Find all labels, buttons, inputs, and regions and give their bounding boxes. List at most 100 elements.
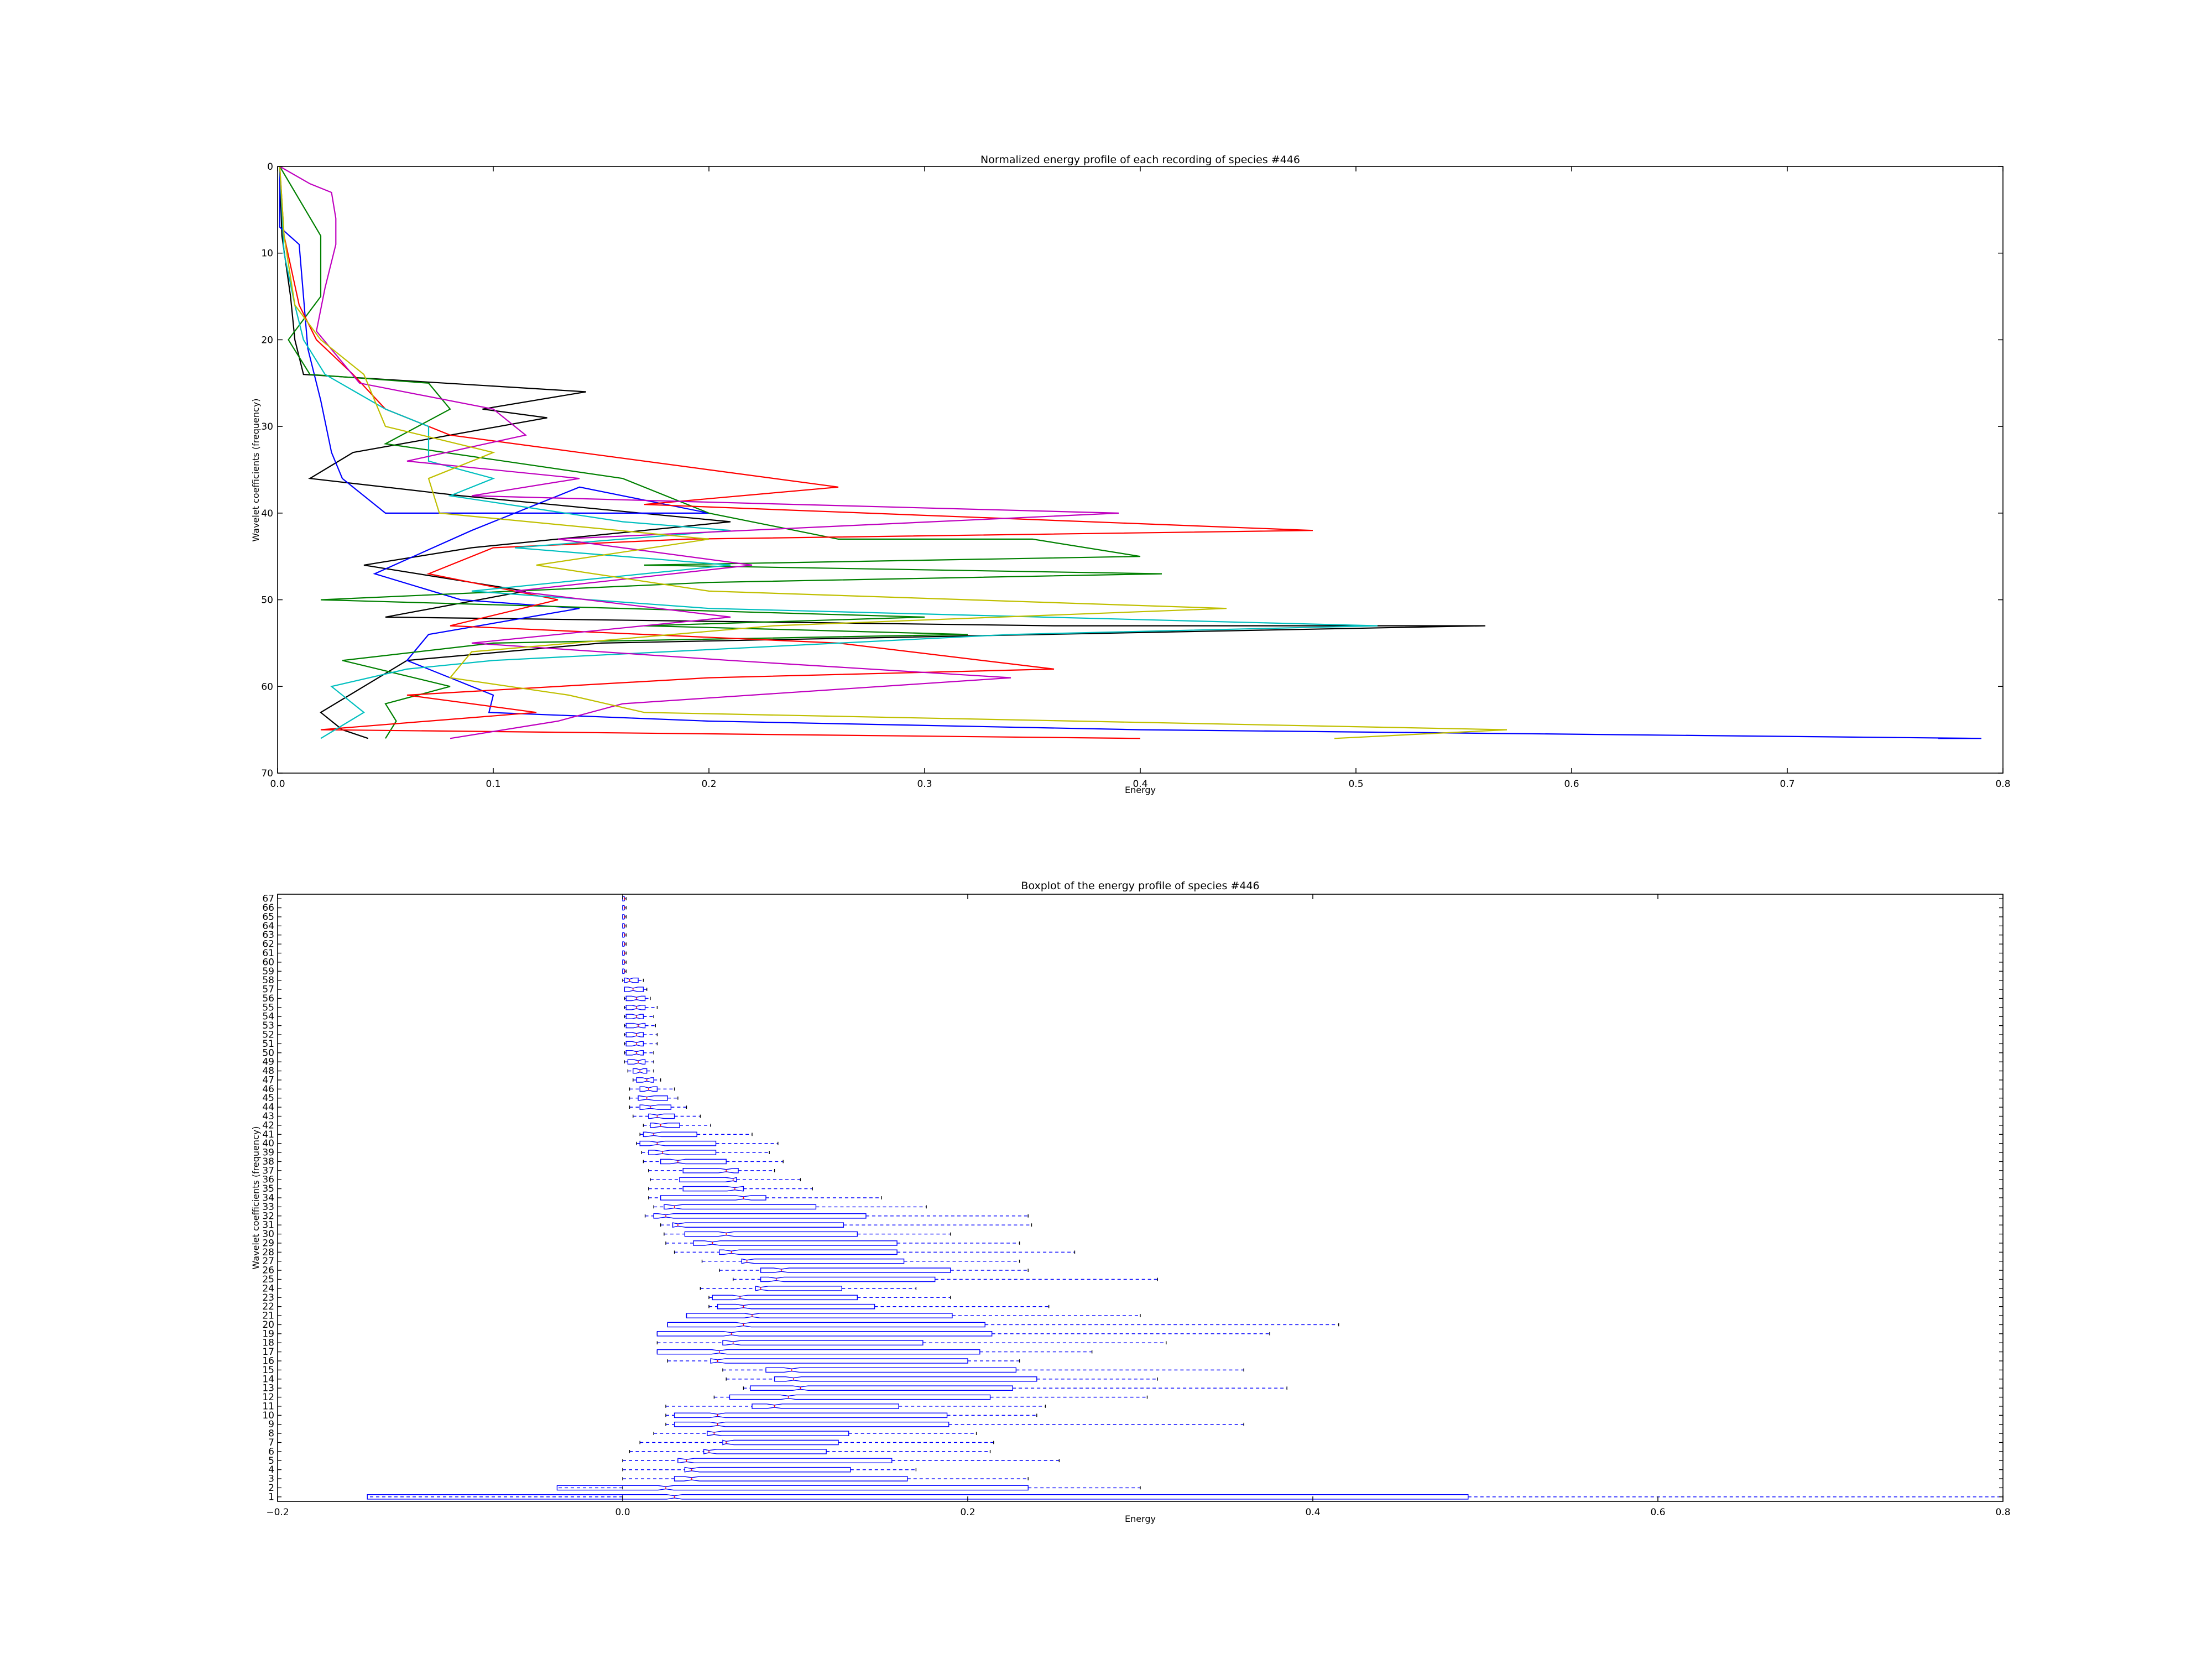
box-body [760, 1276, 936, 1282]
box-4 [622, 1467, 917, 1473]
box-55 [624, 1005, 658, 1010]
chart2-ticks: −0.2 0.0 0.2 0.4 0.6 0.8123456789101112131415… [262, 894, 2010, 1518]
chart2-ytick-label: 61 [262, 948, 274, 959]
box-body [677, 1458, 893, 1464]
box-body [684, 1467, 851, 1473]
chart2-ytick-label: 64 [262, 921, 274, 932]
box-body [765, 1367, 1017, 1373]
chart2-ytick-label: 32 [262, 1211, 274, 1222]
chart2-ytick-label: 47 [262, 1074, 274, 1086]
box-24 [700, 1285, 917, 1291]
box-51 [624, 1041, 658, 1047]
chart1-ytick-label: 10 [261, 248, 273, 259]
chart1-xtick-label: 0.2 [701, 779, 716, 790]
box-body [639, 1086, 658, 1092]
box-body [627, 1059, 646, 1065]
box-body [722, 1439, 839, 1446]
box-22 [708, 1303, 1050, 1310]
box-body [774, 1376, 1037, 1382]
box-body [693, 1240, 898, 1246]
chart2-ytick-label: 11 [262, 1401, 274, 1412]
box-body [752, 1404, 899, 1409]
chart2-ytick-label: 30 [262, 1229, 274, 1240]
box-body [622, 932, 625, 938]
box-27 [701, 1258, 1020, 1264]
chart1-series-line [279, 166, 1507, 739]
box-body [625, 1050, 644, 1056]
box-body [674, 1412, 948, 1418]
box-37 [648, 1168, 775, 1173]
box-body [660, 1159, 727, 1165]
box-49 [624, 1059, 654, 1065]
box-9 [665, 1421, 1244, 1427]
chart2-ytick-label: 5 [268, 1455, 274, 1467]
box-39 [641, 1150, 770, 1155]
chart2-ytick-label: 66 [262, 902, 274, 914]
chart2-xlabel: Energy [1125, 1514, 1156, 1524]
box-body [674, 1476, 908, 1481]
chart2-ytick-label: 62 [262, 939, 274, 950]
chart2-boxes-group [367, 896, 2004, 1500]
chart2-ytick-label: 55 [262, 1002, 274, 1013]
box-body [624, 977, 639, 983]
chart1-series-line [279, 166, 1119, 739]
box-body [712, 1295, 858, 1301]
chart2-xtick-label: 0.4 [1305, 1507, 1320, 1518]
chart2-ytick-label: 23 [262, 1292, 274, 1303]
chart2-ytick-label: 48 [262, 1066, 274, 1077]
box-19 [656, 1331, 1270, 1337]
chart1-series-line [279, 166, 1486, 739]
chart2-ytick-label: 16 [262, 1355, 274, 1366]
chart2-ytick-label: 41 [262, 1129, 274, 1140]
chart2-ytick-label: 26 [262, 1265, 274, 1276]
box-45 [629, 1095, 679, 1101]
chart1-xlabel: Energy [1125, 785, 1156, 795]
chart1-frame [277, 166, 2004, 774]
chart2-ytick-label: 65 [262, 911, 274, 922]
box-60 [622, 959, 627, 965]
chart1-ytick-label: 50 [261, 595, 273, 606]
box-36 [650, 1177, 801, 1183]
box-67 [622, 896, 627, 901]
chart1-ticks: 0.0 0.1 0.2 0.3 0.4 0.5 0.6 0.7 0.8 0 10 20 30 40 50 60… [261, 161, 2010, 790]
chart2-ytick-label: 28 [262, 1247, 274, 1258]
chart2-ytick-label: 14 [262, 1374, 274, 1385]
chart1-xtick-label: 0.7 [1780, 779, 1794, 790]
box-6 [629, 1448, 991, 1454]
box-10 [665, 1412, 1037, 1418]
box-20 [667, 1322, 1339, 1328]
chart2-ytick-label: 57 [262, 984, 274, 995]
chart2-ytick-label: 52 [262, 1030, 274, 1041]
box-body [674, 1421, 950, 1427]
box-body [750, 1385, 1013, 1391]
box-7 [639, 1439, 994, 1446]
box-52 [624, 1032, 658, 1037]
chart2-ytick-label: 33 [262, 1202, 274, 1213]
box-30 [664, 1231, 951, 1237]
chart2-ytick-label: 58 [262, 975, 274, 986]
chart2-ytick-label: 38 [262, 1156, 274, 1167]
chart2-ytick-label: 6 [268, 1446, 274, 1457]
chart2-ytick-label: 25 [262, 1274, 274, 1285]
box-body [686, 1313, 953, 1318]
chart2-ytick-label: 27 [262, 1256, 274, 1267]
chart2-ytick-label: 24 [262, 1283, 274, 1294]
chart2-ytick-label: 19 [262, 1328, 274, 1339]
box-body [672, 1222, 844, 1228]
chart2-ytick-label: 53 [262, 1020, 274, 1031]
box-body [656, 1349, 980, 1355]
box-50 [624, 1050, 654, 1056]
chart2-ytick-label: 59 [262, 966, 274, 977]
box-53 [624, 1022, 656, 1029]
chart2-ytick-label: 56 [262, 993, 274, 1004]
boxplot-chart: Boxplot of the energy profile of species… [251, 880, 2011, 1524]
chart1-ylabel: Wavelet coefficients (frequency) [251, 398, 261, 541]
box-64 [622, 923, 627, 929]
box-body [679, 1177, 737, 1183]
box-body [639, 1104, 672, 1110]
chart2-ytick-label: 20 [262, 1319, 274, 1331]
chart2-title: Boxplot of the energy profile of species… [1021, 880, 1259, 892]
box-body [643, 1131, 697, 1138]
chart2-ytick-label: 36 [262, 1175, 274, 1186]
